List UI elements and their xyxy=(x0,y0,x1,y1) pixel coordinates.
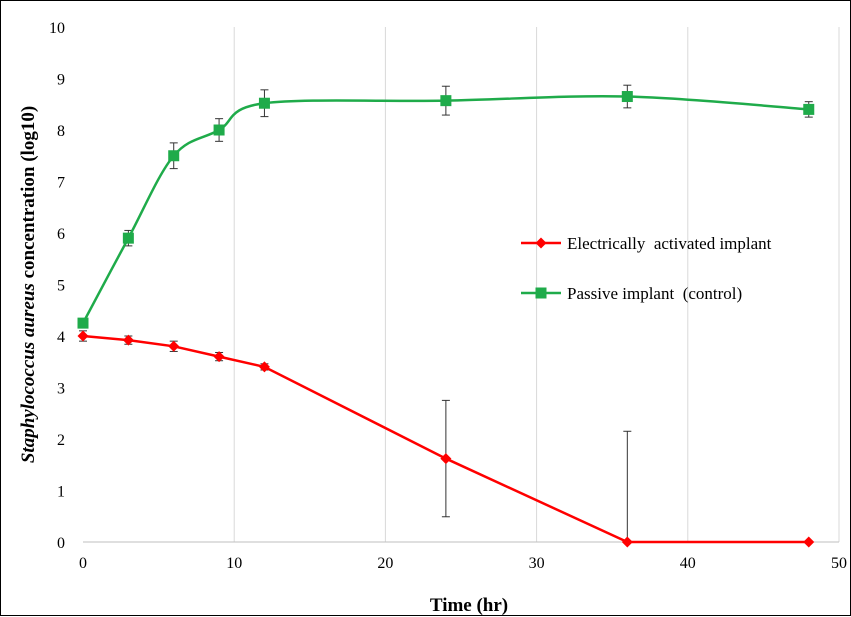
series-markers xyxy=(77,91,815,548)
x-tick-label: 10 xyxy=(226,555,242,572)
legend: Electrically activated implant Passive im… xyxy=(521,234,772,303)
y-tick-label: 8 xyxy=(57,123,65,140)
x-axis-title: Time (hr) xyxy=(430,595,508,616)
data-point-square xyxy=(803,103,815,115)
y-tick-label: 0 xyxy=(57,535,65,552)
x-tick-label: 0 xyxy=(79,555,87,572)
data-point-square xyxy=(122,232,134,244)
y-tick-label: 6 xyxy=(57,226,65,243)
data-point-square xyxy=(621,91,633,103)
gridlines xyxy=(233,27,840,542)
y-tick-label: 1 xyxy=(57,484,65,501)
data-point-diamond xyxy=(77,330,89,342)
error-bars xyxy=(79,84,813,542)
data-point-square xyxy=(168,150,180,162)
y-tick-label: 7 xyxy=(57,175,65,192)
data-point-diamond xyxy=(440,453,452,465)
legend-label: Passive implant (control) xyxy=(567,284,742,303)
data-point-square xyxy=(258,97,270,109)
x-tick-label: 40 xyxy=(680,555,696,572)
x-tick-label: 50 xyxy=(831,555,847,572)
y-tick-label: 3 xyxy=(57,381,65,398)
y-axis-title-rest: concentration (log10) xyxy=(18,106,39,283)
data-point-square xyxy=(213,124,225,136)
x-tick-label: 30 xyxy=(529,555,545,572)
y-axis-title: Staphylococcus aureus concentration (log… xyxy=(18,106,39,463)
legend-marker-square xyxy=(535,287,547,299)
data-point-diamond xyxy=(621,536,633,548)
y-axis-title-italic: Staphylococcus aureus xyxy=(18,283,39,463)
series-line-0 xyxy=(82,334,809,544)
data-point-diamond xyxy=(168,340,180,352)
y-tick-label: 9 xyxy=(57,72,65,89)
y-tick-label: 5 xyxy=(57,278,65,295)
data-point-square xyxy=(77,317,89,329)
data-point-diamond xyxy=(258,361,270,373)
x-tick-label: 20 xyxy=(377,555,393,572)
data-point-diamond xyxy=(213,351,225,363)
data-point-diamond xyxy=(122,334,134,346)
data-point-square xyxy=(440,95,452,107)
y-tick-label: 4 xyxy=(57,329,65,346)
legend-marker-diamond xyxy=(535,237,547,249)
tick-labels: 0 1 2 3 4 5 6 7 8 9 10 0 10 20 30 40 50 xyxy=(49,20,847,572)
y-tick-label: 10 xyxy=(49,20,65,37)
legend-label: Electrically activated implant xyxy=(567,234,772,253)
y-tick-label: 2 xyxy=(57,432,65,449)
data-point-diamond xyxy=(803,536,815,548)
